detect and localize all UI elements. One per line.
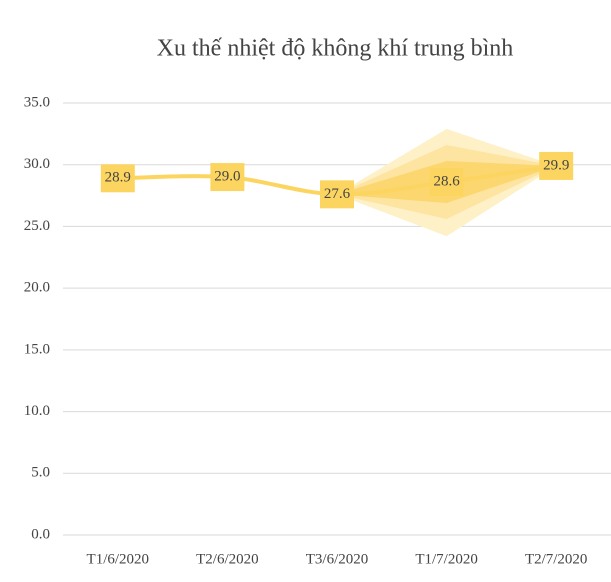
- data-label-box: [539, 151, 574, 180]
- data-label: 27.6: [324, 186, 351, 202]
- x-tick-label: T2/6/2020: [196, 551, 259, 567]
- y-tick-label: 25.0: [24, 218, 50, 234]
- x-tick-label: T1/7/2020: [415, 551, 478, 567]
- y-tick-label: 5.0: [31, 465, 50, 481]
- data-label-box: [429, 167, 464, 196]
- x-tick-label: T2/7/2020: [525, 551, 588, 567]
- y-tick-label: 10.0: [24, 403, 50, 419]
- data-label: 29.9: [543, 157, 569, 173]
- y-tick-label: 30.0: [24, 156, 50, 172]
- x-tick-label: T3/6/2020: [306, 551, 369, 567]
- y-tick-label: 20.0: [24, 280, 50, 296]
- y-tick-label: 15.0: [24, 341, 50, 357]
- data-label-box: [210, 163, 245, 192]
- y-tick-label: 35.0: [24, 94, 50, 110]
- chart-title: Xu thế nhiệt độ không khí trung bình: [157, 36, 514, 62]
- data-label-box: [320, 180, 354, 209]
- data-label: 28.9: [105, 170, 131, 186]
- data-label: 28.6: [433, 173, 460, 189]
- data-label-box: [100, 164, 135, 193]
- data-label: 29.0: [214, 168, 240, 184]
- x-tick-label: T1/6/2020: [87, 551, 150, 567]
- y-tick-label: 0.0: [31, 526, 50, 542]
